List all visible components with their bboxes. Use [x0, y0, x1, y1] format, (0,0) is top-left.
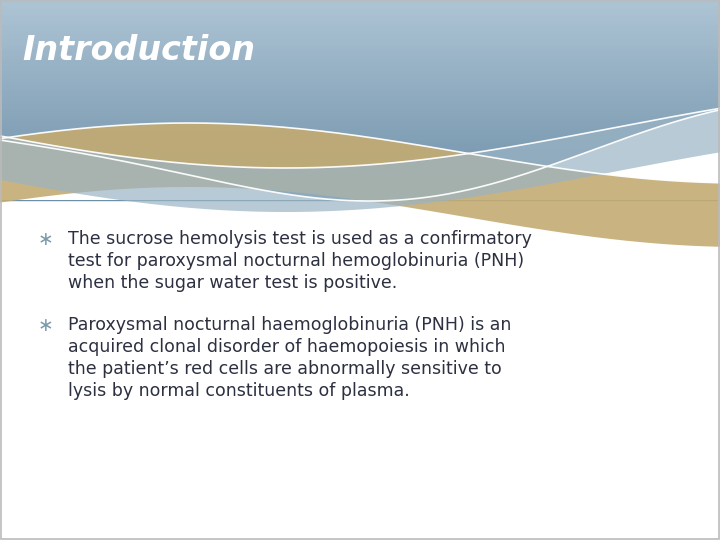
Text: ∗: ∗: [37, 230, 53, 249]
Bar: [0, 15, 720, 17]
Bar: [0, 145, 720, 147]
Bar: [0, 114, 720, 118]
Bar: [0, 47, 720, 50]
Bar: [0, 147, 720, 150]
Bar: [0, 154, 720, 158]
Bar: [0, 197, 720, 200]
Polygon shape: [0, 123, 720, 247]
Bar: [0, 192, 720, 195]
Text: lysis by normal constituents of plasma.: lysis by normal constituents of plasma.: [68, 382, 410, 400]
Bar: [0, 42, 720, 45]
Bar: [0, 2, 720, 5]
Bar: [0, 159, 720, 163]
Bar: [0, 32, 720, 35]
Bar: [0, 142, 720, 145]
Bar: [0, 150, 720, 152]
Bar: [0, 57, 720, 60]
Bar: [0, 35, 720, 37]
Text: acquired clonal disorder of haemopoiesis in which: acquired clonal disorder of haemopoiesis…: [68, 338, 505, 356]
Bar: [0, 92, 720, 95]
Bar: [0, 4, 720, 8]
Bar: [0, 55, 720, 57]
Bar: [0, 170, 720, 172]
Bar: [0, 72, 720, 75]
Bar: [0, 22, 720, 25]
Bar: [0, 194, 720, 198]
Text: Paroxysmal nocturnal haemoglobinuria (PNH) is an: Paroxysmal nocturnal haemoglobinuria (PN…: [68, 316, 511, 334]
Bar: [0, 167, 720, 170]
Text: The sucrose hemolysis test is used as a confirmatory: The sucrose hemolysis test is used as a …: [68, 230, 532, 248]
Bar: [0, 59, 720, 63]
Bar: [0, 105, 720, 107]
Bar: [0, 24, 720, 28]
Polygon shape: [0, 110, 720, 201]
Bar: [0, 117, 720, 120]
Text: when the sugar water test is positive.: when the sugar water test is positive.: [68, 274, 397, 292]
Bar: [0, 90, 720, 92]
Bar: [0, 177, 720, 180]
Bar: [0, 97, 720, 100]
Bar: [0, 62, 720, 65]
Polygon shape: [0, 109, 720, 212]
Bar: [0, 162, 720, 165]
Bar: [0, 77, 720, 80]
Bar: [0, 165, 720, 167]
Bar: [0, 19, 720, 23]
Text: the patient’s red cells are abnormally sensitive to: the patient’s red cells are abnormally s…: [68, 360, 502, 378]
Bar: [0, 44, 720, 48]
Bar: [0, 125, 720, 127]
Bar: [0, 179, 720, 183]
Bar: [0, 37, 720, 40]
Bar: [0, 87, 720, 90]
Bar: [0, 0, 720, 3]
Text: ∗: ∗: [37, 316, 53, 335]
Bar: [0, 82, 720, 85]
Bar: [0, 132, 720, 135]
Bar: [0, 122, 720, 125]
Bar: [0, 50, 720, 52]
Bar: [0, 99, 720, 103]
Bar: [0, 39, 720, 43]
Bar: [0, 172, 720, 175]
Bar: [0, 10, 720, 12]
Bar: [0, 137, 720, 140]
Bar: [0, 174, 720, 178]
Bar: [0, 112, 720, 115]
Text: Introduction: Introduction: [22, 33, 255, 66]
Bar: [0, 157, 720, 160]
Bar: [0, 110, 720, 112]
Bar: [0, 187, 720, 190]
Bar: [0, 75, 720, 78]
Bar: [0, 182, 720, 185]
Bar: [0, 94, 720, 98]
Bar: [0, 70, 720, 72]
Bar: [0, 27, 720, 30]
Bar: [0, 102, 720, 105]
Bar: [0, 139, 720, 143]
Bar: [0, 17, 720, 20]
Bar: [0, 119, 720, 123]
Bar: [0, 79, 720, 83]
Bar: [0, 84, 720, 87]
Bar: [0, 190, 720, 192]
Bar: [0, 152, 720, 155]
Bar: [0, 7, 720, 10]
Bar: [0, 127, 720, 130]
Bar: [0, 64, 720, 68]
Bar: [0, 107, 720, 110]
Bar: [0, 185, 720, 187]
Bar: [0, 30, 720, 32]
Bar: [0, 134, 720, 138]
Bar: [0, 12, 720, 15]
Bar: [0, 67, 720, 70]
Bar: [0, 52, 720, 55]
Text: test for paroxysmal nocturnal hemoglobinuria (PNH): test for paroxysmal nocturnal hemoglobin…: [68, 252, 524, 270]
Bar: [0, 130, 720, 132]
